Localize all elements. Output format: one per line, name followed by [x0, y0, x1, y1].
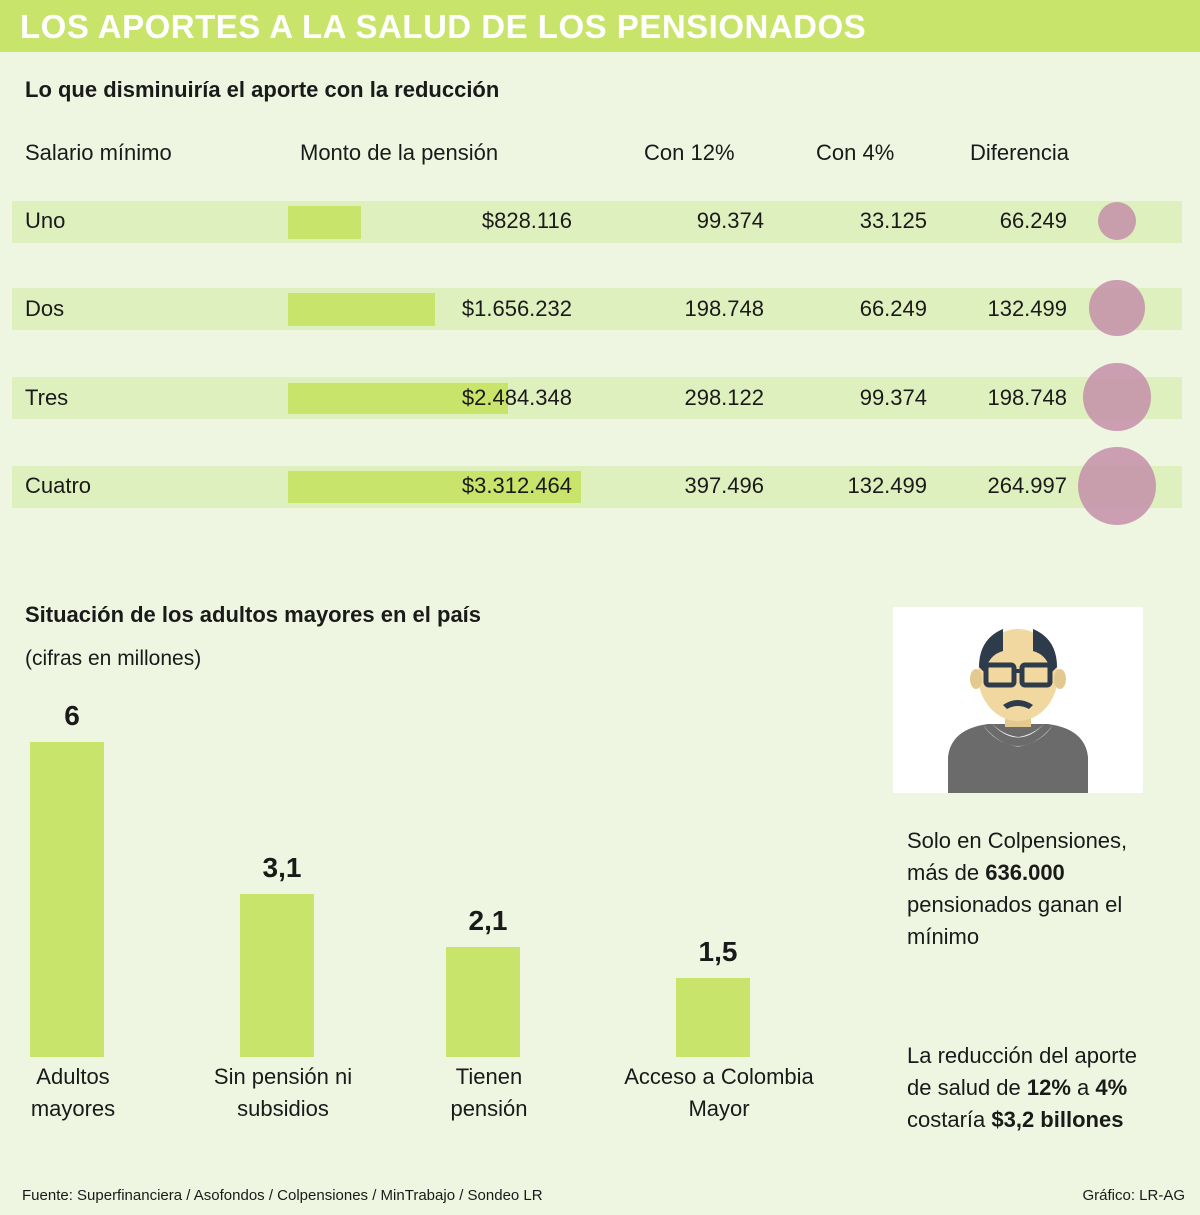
pension-bar	[288, 205, 362, 239]
pensioner-illustration	[893, 607, 1143, 793]
diferencia-circle	[1089, 280, 1145, 336]
diferencia-cell: 132.499	[987, 296, 1067, 321]
chart-title: Situación de los adultos mayores en el p…	[25, 602, 482, 627]
salario-cell: Dos	[25, 296, 65, 321]
col-header-monto: Monto de la pensión	[300, 140, 499, 165]
table-row	[12, 288, 1182, 330]
note-highlight: 12%	[1026, 1075, 1071, 1100]
col-header-con12: Con 12%	[644, 140, 735, 165]
diferencia-cell: 198.748	[987, 385, 1067, 410]
diferencia-circle	[1078, 447, 1156, 525]
note-text: más de	[907, 860, 986, 885]
bar-value-label: 1,5	[698, 936, 738, 968]
note-highlight: 4%	[1095, 1075, 1128, 1100]
bar-4	[676, 978, 750, 1057]
con4-cell: 33.125	[859, 208, 927, 233]
con4-cell: 99.374	[859, 385, 927, 410]
salario-cell: Cuatro	[25, 473, 92, 498]
col-header-diferencia: Diferencia	[970, 140, 1070, 165]
pension-bar	[288, 382, 508, 414]
chart-subtitle: (cifras en millones)	[25, 647, 202, 670]
note-text: pensionados ganan el	[907, 892, 1123, 917]
monto-cell: $3.312.464	[461, 473, 572, 498]
note-highlight: $3,2 billones	[991, 1107, 1124, 1132]
bar-2	[240, 894, 314, 1057]
table-row	[12, 201, 1182, 243]
bar-value-label: 2,1	[468, 904, 508, 936]
title-banner: LOS APORTES A LA SALUD DE LOS PENSIONADO…	[0, 0, 1200, 52]
con12-cell: 298.122	[684, 385, 764, 410]
con4-cell: 66.249	[859, 296, 927, 321]
con12-cell: 397.496	[684, 473, 764, 498]
table-row	[12, 377, 1182, 419]
credit-footer: Gráfico: LR-AG	[1082, 1187, 1185, 1204]
monto-cell: $828.116	[481, 208, 572, 233]
bar-value-label: 3,1	[262, 852, 302, 884]
table-row	[12, 466, 1182, 508]
bar-value-label: 6	[64, 700, 80, 731]
monto-cell: $2.484.348	[461, 385, 572, 410]
diferencia-circle	[1097, 201, 1137, 241]
col-header-con4: Con 4%	[816, 140, 895, 165]
con12-cell: 99.374	[696, 208, 764, 233]
bar-1	[30, 742, 104, 1057]
bar-3	[446, 946, 520, 1057]
note-highlight: 636.000	[985, 860, 1065, 885]
bar-category-label: Tienen pensión	[450, 1064, 528, 1121]
diferencia-cell: 264.997	[987, 473, 1067, 498]
pension-bar	[288, 471, 581, 503]
reduction-note: La reducción del aporte de salud de 12% …	[907, 1040, 1167, 1136]
table-title: Lo que disminuiría el aporte con la redu…	[25, 77, 500, 102]
note-text: Solo en Colpensiones,	[907, 828, 1128, 853]
note-text: costaría	[907, 1107, 992, 1132]
con4-cell: 132.499	[847, 473, 927, 498]
con12-cell: 198.748	[684, 296, 764, 321]
colpensiones-note: Solo en Colpensiones, más de 636.000 pen…	[907, 825, 1167, 953]
source-footer: Fuente: Superfinanciera / Asofondos / Co…	[22, 1187, 543, 1204]
note-text: mínimo	[907, 924, 980, 949]
note-text: La reducción del aporte	[907, 1043, 1137, 1068]
page-title: LOS APORTES A LA SALUD DE LOS PENSIONADO…	[20, 8, 867, 45]
pension-bar	[288, 292, 435, 326]
monto-cell: $1.656.232	[461, 296, 572, 321]
diferencia-cell: 66.249	[999, 208, 1067, 233]
col-header-salario: Salario mínimo	[25, 140, 172, 165]
diferencia-circle	[1083, 363, 1151, 431]
elderly-man-icon	[948, 629, 1088, 793]
bar-category-label: Adultos mayores	[30, 1064, 116, 1121]
bar-category-label: Acceso a Colombia Mayor	[624, 1064, 814, 1121]
note-text: de salud de	[907, 1075, 1027, 1100]
note-text: a	[1070, 1075, 1096, 1100]
salario-cell: Tres	[25, 385, 69, 410]
bar-category-label: Sin pensión ni subsidios	[213, 1064, 353, 1121]
salario-cell: Uno	[25, 208, 66, 233]
